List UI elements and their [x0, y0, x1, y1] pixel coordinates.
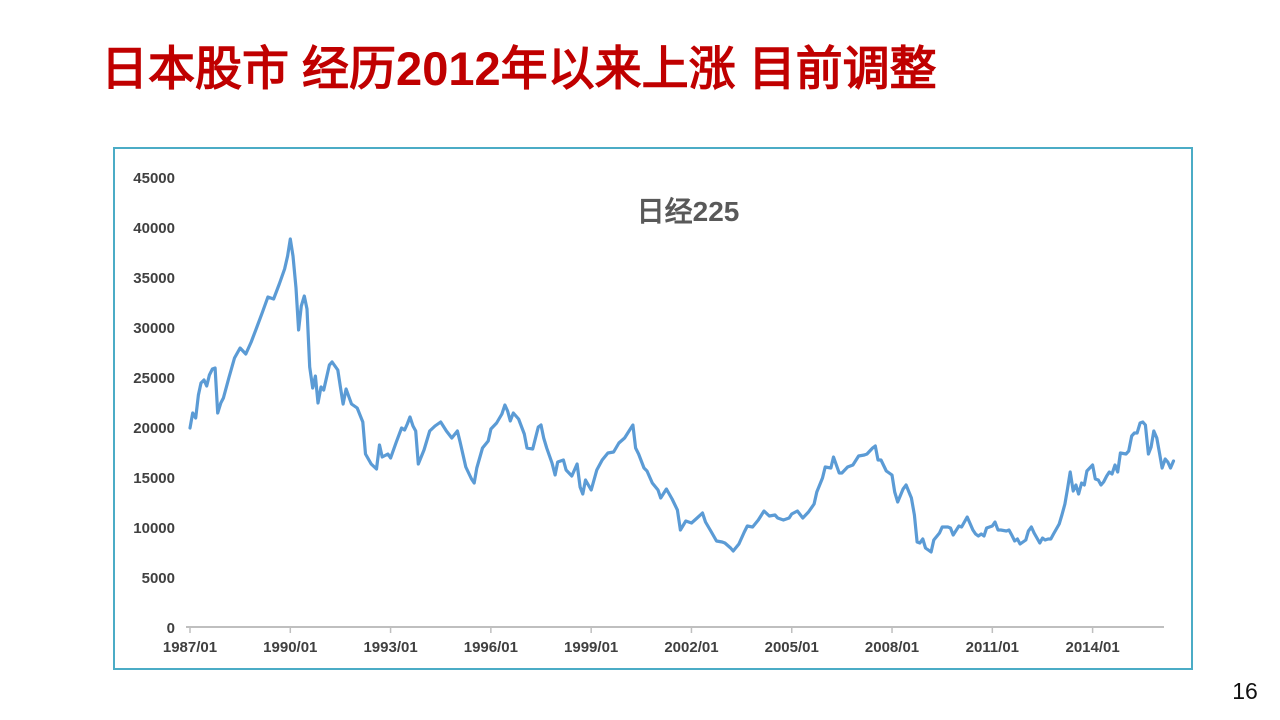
y-axis-label: 20000 — [133, 420, 175, 437]
x-axis-label: 2008/01 — [865, 639, 919, 656]
x-axis-label: 2011/01 — [966, 639, 1019, 656]
chart-title: 日经225 — [637, 195, 740, 227]
y-axis-label: 0 — [167, 620, 175, 637]
y-axis-label: 5000 — [142, 570, 175, 587]
y-axis-label: 45000 — [133, 170, 175, 187]
y-axis-label: 40000 — [133, 220, 175, 237]
y-axis-label: 25000 — [133, 370, 175, 387]
x-axis-label: 2005/01 — [765, 639, 819, 656]
page-number: 16 — [1232, 678, 1258, 704]
chart-panel: 日经225 45000 40000 35000 30000 25000 20000 15000… — [113, 147, 1193, 670]
y-axis-label: 35000 — [133, 270, 175, 287]
x-axis-label: 1990/01 — [263, 639, 317, 656]
nikkei-chart-svg: 日经225 45000 40000 35000 30000 25000 20000 15000… — [133, 170, 1176, 656]
x-axis-label: 1999/01 — [564, 639, 618, 656]
x-axis-label: 2002/01 — [664, 639, 718, 656]
x-axis-label: 2014/01 — [1065, 639, 1119, 656]
y-axis-label: 15000 — [133, 470, 175, 487]
price-line — [188, 237, 1176, 554]
slide-title: 日本股市 经历2012年以来上涨 目前调整 — [101, 42, 937, 95]
y-axis-label: 30000 — [133, 320, 175, 337]
x-axis-label: 1993/01 — [363, 639, 417, 656]
y-axis-label: 10000 — [133, 520, 175, 537]
x-axis-label: 1996/01 — [464, 639, 518, 656]
x-axis-label: 1987/01 — [163, 639, 217, 656]
